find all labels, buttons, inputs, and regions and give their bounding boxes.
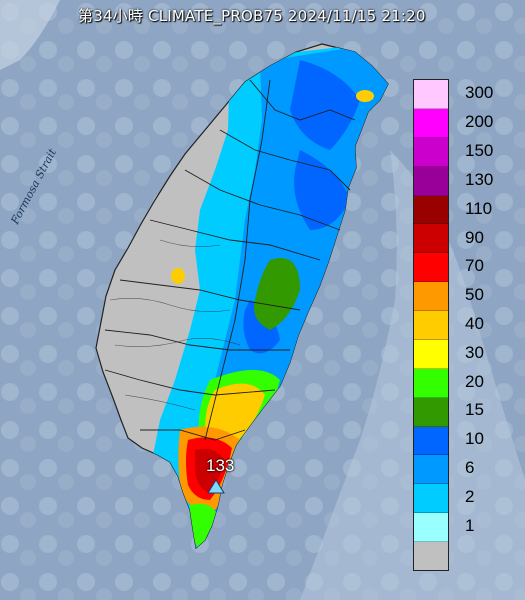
legend-label: 20 xyxy=(465,371,484,391)
peak-value-label: 133 xyxy=(206,456,235,475)
legend-label: 2 xyxy=(465,486,475,506)
legend-swatch xyxy=(414,108,448,138)
legend-swatch xyxy=(414,397,448,427)
legend-label: 150 xyxy=(465,141,494,161)
legend-swatch xyxy=(414,368,448,398)
legend-label: 90 xyxy=(465,227,484,247)
legend-label: 50 xyxy=(465,285,484,305)
legend-swatch xyxy=(414,542,448,570)
color-legend xyxy=(413,79,449,571)
legend-swatch xyxy=(414,282,448,311)
legend-swatch xyxy=(414,426,448,456)
legend-swatch xyxy=(414,513,448,542)
legend-swatch xyxy=(414,224,448,254)
legend-label: 300 xyxy=(465,83,494,103)
county-boundaries xyxy=(104,79,356,441)
legend-label: 1 xyxy=(465,515,475,535)
legend-label: 10 xyxy=(465,429,484,449)
legend-swatch xyxy=(414,80,448,109)
legend-label: 15 xyxy=(465,400,484,420)
legend-label: 40 xyxy=(465,314,484,333)
legend-label: 200 xyxy=(465,112,494,132)
legend-label: 6 xyxy=(465,458,475,478)
legend-label: 70 xyxy=(465,256,484,276)
legend-swatch xyxy=(414,137,448,167)
legend-swatch xyxy=(414,484,448,514)
legend-swatch xyxy=(414,253,448,283)
legend-label: 130 xyxy=(465,169,494,189)
legend-swatch xyxy=(414,195,448,225)
legend-swatch xyxy=(414,311,448,340)
peak-station-triangle-icon xyxy=(207,479,225,494)
legend-swatch xyxy=(414,166,448,196)
map-title: 第34小時 CLIMATE_PROB75 2024/11/15 21:20 xyxy=(78,7,426,25)
legend-swatch xyxy=(414,455,448,485)
legend-label: 110 xyxy=(465,198,493,218)
legend-swatch xyxy=(414,339,448,369)
legend-label: 30 xyxy=(465,342,484,362)
legend-labels: 300 200 150 130 110 90 70 50 40 30 20 15 10 6 2 1 xyxy=(465,79,525,569)
rivers xyxy=(109,239,241,411)
